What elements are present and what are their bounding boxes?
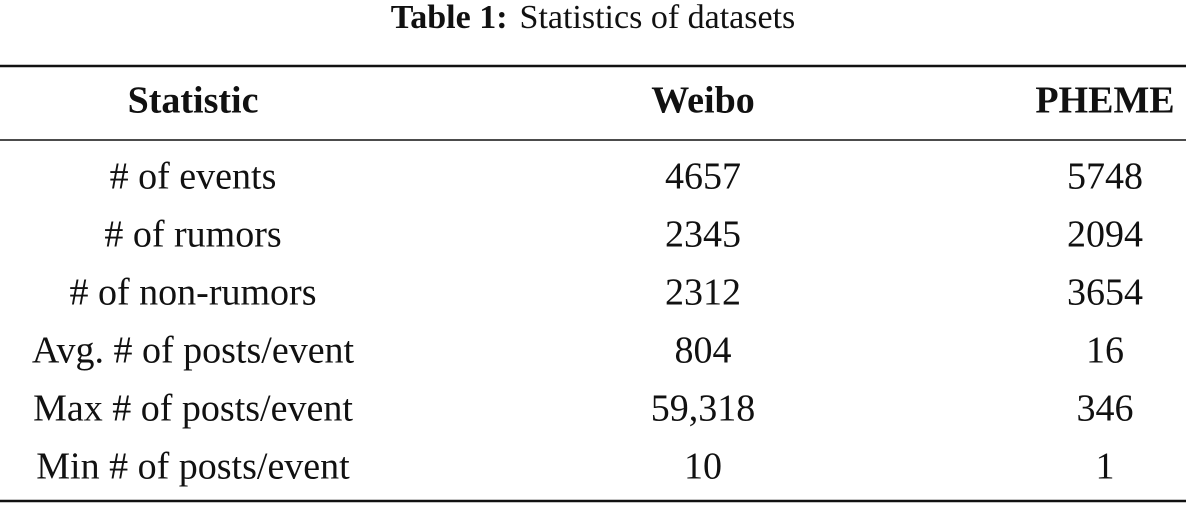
table-cell: 3654 — [1067, 272, 1143, 314]
table-cell: 2094 — [1067, 214, 1143, 256]
table-cell: 5748 — [1067, 156, 1143, 198]
table-cell: # of rumors — [104, 214, 281, 256]
table-cell: 804 — [675, 330, 732, 372]
table-cell: 2312 — [665, 272, 741, 314]
table-cell: Avg. # of posts/event — [32, 330, 355, 372]
table-cell: 10 — [684, 446, 722, 488]
table-cell: 346 — [1077, 388, 1134, 430]
table-cell: 2345 — [665, 214, 741, 256]
caption-text: Statistics of datasets — [520, 0, 796, 36]
table-caption: Table 1: Statistics of datasets — [391, 0, 796, 36]
table-cell: 59,318 — [651, 388, 756, 430]
table-cell: # of events — [110, 156, 277, 198]
table-cell: 1 — [1096, 446, 1115, 488]
table-cell: Min # of posts/event — [36, 446, 350, 488]
table-body: Statistic Weibo PHEME # of events 4657 5748 # … — [32, 80, 1175, 488]
header-cell: Weibo — [651, 80, 754, 122]
header-cell: PHEME — [1035, 80, 1174, 122]
header-cell: Statistic — [128, 80, 259, 122]
table-cell: 4657 — [665, 156, 741, 198]
caption-label: Table 1: — [391, 0, 508, 36]
table-cell: Max # of posts/event — [33, 388, 353, 430]
table-cell: 16 — [1086, 330, 1124, 372]
table-cell: # of non-rumors — [70, 272, 317, 314]
